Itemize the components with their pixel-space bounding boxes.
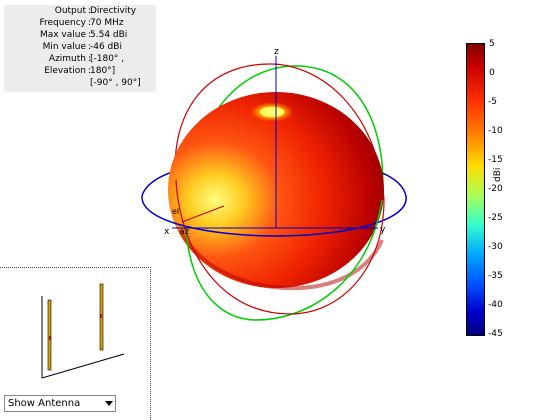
info-key: Elevation [44,66,86,76]
direction-indicator [181,205,225,223]
info-separator: : [88,54,92,64]
info-key: Azimuth [48,54,86,64]
colorbar-gradient [467,44,484,335]
info-value: Directivity [90,6,137,16]
info-separator: : [88,66,92,76]
z-axis-label: z [274,47,279,57]
info-key: Frequency [39,18,87,28]
lobe-top-dimple-core [260,107,284,117]
info-value: [-180° , [90,54,125,64]
y-axis-label: y [380,225,386,235]
antenna-preview [41,283,125,379]
antenna-element-left [47,299,52,371]
blue-azimuth-circle-front [141,195,407,237]
elevation-range-value: [-90° , 90°] [90,78,141,88]
green-elevation-circle-front [185,199,383,321]
info-separator: : [88,18,92,28]
info-panel: Output: Directivity Frequency:70 MHz Max va… [4,5,156,92]
colorbar-tick-label: -10 [488,126,503,136]
info-separator: : [88,6,92,16]
az-label: az [180,227,189,236]
el-label: el [172,207,179,216]
show-antenna-selected-value: Show Antenna [8,398,81,409]
info-value: 180°] [90,66,116,76]
colorbar-tick-label: -25 [488,213,503,223]
chevron-down-icon[interactable] [105,401,113,406]
info-value: -46 dBi [90,42,122,52]
x-axis-label: x [164,227,170,237]
antenna-panel [0,267,151,420]
colorbar [466,43,485,336]
colorbar-tick-label: -5 [488,97,497,107]
colorbar-tick-label: -15 [488,155,503,165]
colorbar-tick-label: -35 [488,271,503,281]
red-theta-circle-back [174,63,385,201]
colorbar-unit-label: dBi [493,167,503,182]
red-theta-circle-front [175,179,385,315]
info-separator: : [88,30,92,40]
lobe-lower-shadow [178,229,384,291]
info-key: Min value [42,42,86,52]
colorbar-tick-label: -40 [488,300,503,310]
colorbar-tick-label: -30 [488,242,503,252]
info-value: 5.54 dBi [90,30,128,40]
show-antenna-dropdown[interactable]: Show Antenna [4,395,116,412]
info-key: Output [54,6,86,16]
colorbar-tick-label: 0 [489,68,495,78]
info-separator: : [88,42,92,52]
colorbar-tick-label: 5 [489,39,495,49]
info-key: Max value [39,30,86,40]
colorbar-tick-label: -45 [488,329,503,339]
info-value: 70 MHz [90,18,124,28]
colorbar-tick-label: -20 [488,184,503,194]
